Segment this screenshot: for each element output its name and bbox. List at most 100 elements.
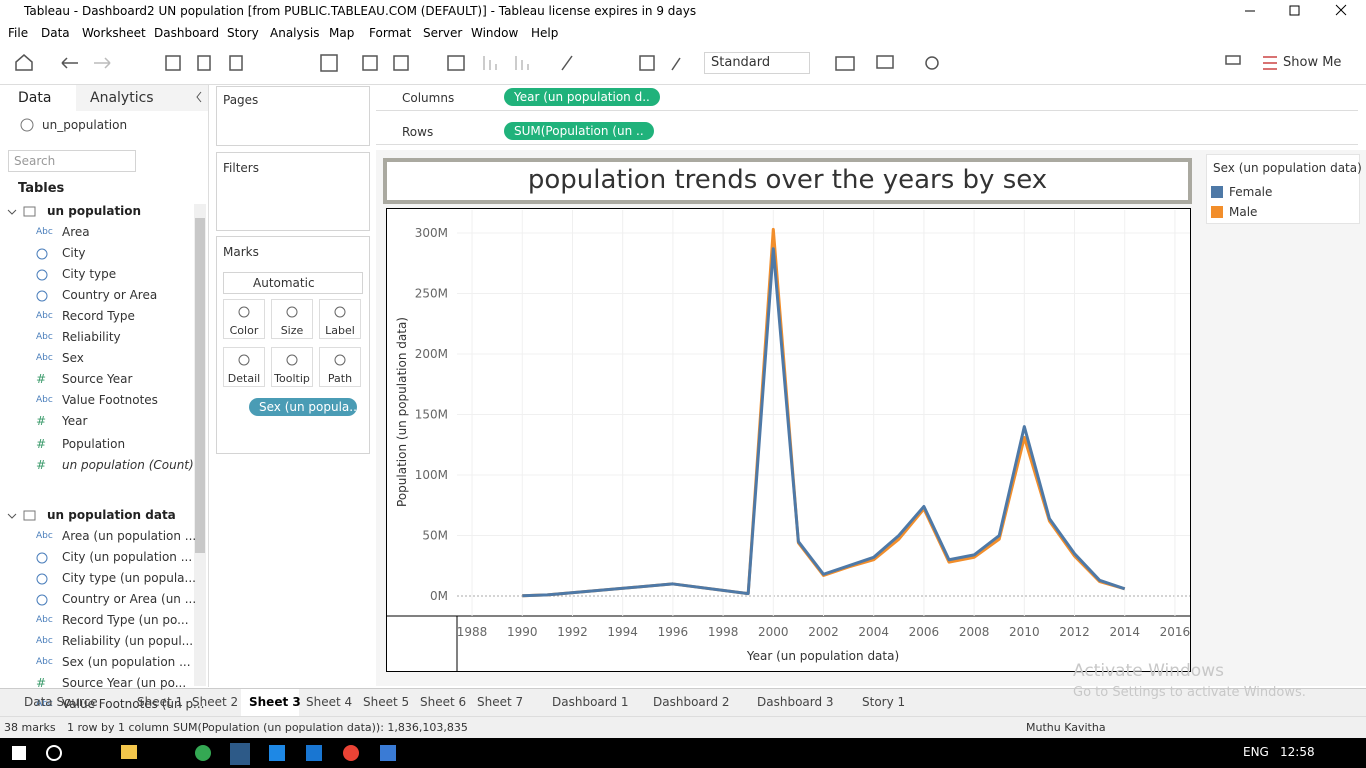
sheet-tab[interactable]: Sheet 5 bbox=[363, 695, 410, 709]
sheet-tab[interactable]: Sheet 2 bbox=[192, 695, 239, 709]
show-me-label[interactable]: Show Me bbox=[1283, 55, 1342, 70]
search-box[interactable] bbox=[8, 150, 136, 172]
sheet-tab[interactable]: Data Source bbox=[24, 695, 98, 709]
y-tick-label: 300M bbox=[415, 226, 448, 240]
field-name[interactable]: Reliability (un popul... bbox=[62, 634, 194, 648]
sheet-tab[interactable]: Sheet 3 bbox=[249, 695, 301, 709]
window-controls[interactable] bbox=[1245, 4, 1347, 16]
marks-button-icon bbox=[286, 306, 298, 318]
menu-item[interactable]: Worksheet bbox=[82, 26, 146, 40]
status-user[interactable]: Muthu Kavitha bbox=[1026, 721, 1106, 734]
tables-heading: Tables bbox=[18, 181, 65, 196]
menu-item[interactable]: Format bbox=[369, 26, 412, 40]
field-name[interactable]: Sex (un population ... bbox=[62, 655, 191, 669]
menu-item[interactable]: Window bbox=[471, 26, 519, 40]
marks-button-label: Label bbox=[325, 324, 355, 337]
sheet-tab[interactable]: Sheet 6 bbox=[420, 695, 467, 709]
taskbar-language: ENG bbox=[1243, 745, 1269, 759]
rows-label: Rows bbox=[402, 125, 434, 139]
status-summary: SUM(Population (un population data)): 1,… bbox=[173, 721, 468, 734]
menu-item[interactable]: Help bbox=[531, 26, 559, 40]
y-tick-label: 100M bbox=[415, 468, 448, 482]
data-tab[interactable]: Data bbox=[18, 90, 52, 106]
menu-item[interactable]: Analysis bbox=[270, 26, 320, 40]
dashboard-title-box bbox=[383, 158, 1192, 204]
field-name[interactable]: un population (Count) bbox=[62, 458, 194, 472]
field-name[interactable]: Population bbox=[62, 437, 126, 451]
menu-item[interactable]: Map bbox=[329, 26, 355, 40]
rows-pill[interactable]: SUM(Population (un .. bbox=[504, 122, 654, 140]
marks-title: Marks bbox=[223, 245, 259, 259]
field-name[interactable]: Source Year (un po... bbox=[62, 676, 187, 690]
x-tick-label: 2014 bbox=[1109, 625, 1140, 639]
rows-shelf bbox=[376, 120, 1358, 145]
sheet-tab[interactable]: Dashboard 3 bbox=[757, 695, 834, 709]
menu-item[interactable]: Dashboard bbox=[154, 26, 220, 40]
chart-title: population trends over the years by sex bbox=[527, 165, 1048, 195]
marks-pill[interactable]: Sex (un popula.. bbox=[249, 398, 357, 416]
table-name[interactable]: un population bbox=[47, 204, 142, 218]
field-name[interactable]: City type bbox=[62, 267, 117, 281]
field-name[interactable]: Record Type bbox=[62, 309, 135, 323]
field-name[interactable]: Value Footnotes bbox=[62, 393, 158, 407]
field-name[interactable]: City type (un popula... bbox=[62, 571, 196, 585]
sheet-tab[interactable]: Story 1 bbox=[862, 695, 906, 709]
menu-item[interactable]: Story bbox=[227, 26, 259, 40]
analytics-tab-bg[interactable] bbox=[76, 85, 208, 111]
marks-button[interactable] bbox=[271, 299, 313, 339]
analytics-tab[interactable]: Analytics bbox=[90, 90, 154, 106]
taskbar-icons[interactable] bbox=[12, 743, 396, 765]
sheet-tab[interactable]: Dashboard 2 bbox=[653, 695, 730, 709]
active-tab-bg bbox=[241, 689, 299, 716]
marks-button-icon bbox=[334, 306, 346, 318]
taskbar-time: 12:58 bbox=[1280, 745, 1315, 759]
marks-button[interactable] bbox=[319, 299, 361, 339]
status-bar bbox=[0, 716, 1366, 739]
field-name[interactable]: Year bbox=[62, 414, 88, 428]
menu-item[interactable]: Server bbox=[423, 26, 463, 40]
left-pane bbox=[0, 85, 209, 687]
marks-type[interactable]: Automatic bbox=[253, 276, 315, 290]
marks-button[interactable] bbox=[223, 299, 265, 339]
marks-button[interactable] bbox=[319, 347, 361, 387]
field-name[interactable]: Area (un population ... bbox=[62, 529, 197, 543]
toolbar-icons[interactable] bbox=[15, 54, 1277, 72]
field-icon: # bbox=[36, 676, 47, 690]
table-name[interactable]: un population data bbox=[47, 508, 176, 522]
search-placeholder[interactable]: Search bbox=[14, 154, 56, 168]
field-name[interactable]: Country or Area (un ... bbox=[62, 592, 197, 606]
pages-shelf bbox=[216, 86, 370, 146]
sheet-tab[interactable]: Sheet 7 bbox=[477, 695, 524, 709]
field-name[interactable]: Record Type (un po... bbox=[62, 613, 189, 627]
marks-button[interactable] bbox=[223, 347, 265, 387]
menu-item[interactable]: Data bbox=[41, 26, 70, 40]
field-name[interactable]: City bbox=[62, 246, 86, 260]
table-toggle bbox=[7, 513, 17, 519]
y-tick-label: 200M bbox=[415, 347, 448, 361]
legend bbox=[1206, 154, 1360, 224]
sheet-tab[interactable]: Dashboard 1 bbox=[552, 695, 629, 709]
x-axis-title: Year (un population data) bbox=[746, 649, 899, 663]
scrollbar-thumb[interactable] bbox=[195, 218, 205, 553]
marks-button[interactable] bbox=[271, 347, 313, 387]
legend-label[interactable]: Male bbox=[1229, 205, 1258, 219]
marks-type-dropdown[interactable] bbox=[223, 272, 363, 294]
field-name[interactable]: Sex bbox=[62, 351, 84, 365]
field-name[interactable]: Value Footnotes (un p... bbox=[62, 697, 205, 711]
field-name[interactable]: Reliability bbox=[62, 330, 121, 344]
field-icon: Abc bbox=[36, 311, 53, 321]
sheet-tab[interactable]: Sheet 4 bbox=[306, 695, 353, 709]
field-name[interactable]: Country or Area bbox=[62, 288, 158, 302]
fit-label: Standard bbox=[711, 55, 771, 70]
field-name[interactable]: Source Year bbox=[62, 372, 133, 386]
sheet-tab[interactable]: Sheet 1 bbox=[137, 695, 184, 709]
toolbar bbox=[0, 44, 1366, 85]
field-name[interactable]: City (un population ... bbox=[62, 550, 193, 564]
field-name[interactable]: Area bbox=[62, 225, 90, 239]
fit-dropdown[interactable] bbox=[704, 52, 810, 74]
legend-label[interactable]: Female bbox=[1229, 185, 1273, 199]
columns-pill[interactable]: Year (un population d.. bbox=[504, 88, 660, 106]
filters-label: Filters bbox=[223, 161, 259, 175]
menu-item[interactable]: File bbox=[8, 26, 29, 40]
